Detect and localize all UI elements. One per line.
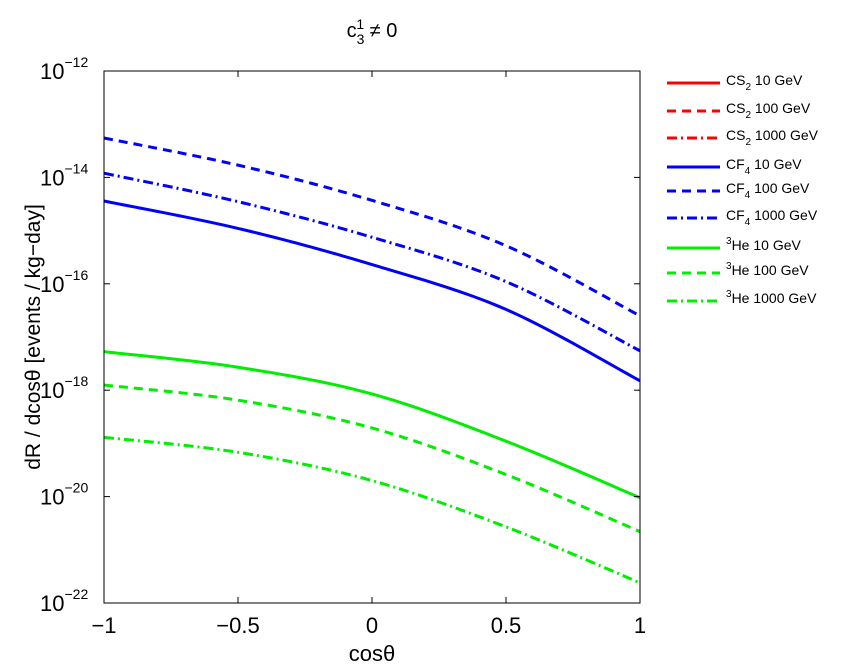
y-tick-label: 10−20	[40, 480, 88, 510]
series-line-4	[103, 199, 641, 383]
y-axis-label: dR / dcosθ [events / kg−day]	[22, 204, 45, 470]
y-tick-label: 10−14	[40, 160, 88, 190]
plot-lines	[103, 136, 641, 585]
title-subscript: 3	[357, 31, 365, 47]
legend-item: CF4 1000 GeV	[667, 207, 818, 228]
y-axis-tick-labels: 10−12 10−14 10−16 10−18 10−20 10−22	[40, 54, 88, 616]
series-line-9	[103, 435, 641, 585]
legend-label: CF4 1000 GeV	[726, 207, 818, 228]
y-tick-label: 10−16	[40, 267, 88, 297]
title-base: c	[347, 20, 357, 42]
legend-item: 3He 1000 GeV	[667, 289, 817, 306]
legend-label: CF4 100 GeV	[726, 180, 810, 201]
legend-label: CS2 10 GeV	[726, 72, 803, 93]
legend-item: CS2 100 GeV	[667, 100, 811, 121]
y-tick-label: 10−18	[40, 373, 88, 403]
legend-label: 3He 10 GeV	[726, 236, 801, 253]
series-line-5	[103, 136, 641, 318]
legend-item: 3He 10 GeV	[667, 236, 801, 253]
legend-item: CS2 10 GeV	[667, 72, 803, 93]
x-tick-label: 0.5	[491, 613, 522, 638]
x-tick-label: 1	[634, 613, 646, 638]
legend-label: 3He 1000 GeV	[726, 289, 817, 306]
title-superscript: 1	[356, 16, 364, 32]
legend-item: CF4 100 GeV	[667, 180, 810, 201]
legend-label: CS2 100 GeV	[726, 100, 811, 121]
y-tick-label: 10−22	[40, 586, 88, 616]
chart-title: c31 ≠ 0	[347, 16, 398, 47]
legend-label: CF4 10 GeV	[726, 156, 802, 177]
title-suffix: ≠ 0	[364, 20, 397, 42]
series-line-8	[103, 383, 641, 533]
legend-label: 3He 100 GeV	[726, 261, 809, 278]
y-tick-label: 10−12	[40, 54, 88, 84]
x-axis-tick-labels: −1 −0.5 0 0.5 1	[91, 613, 646, 638]
legend: CS2 10 GeV CS2 100 GeV CS2 1000 GeV CF4 10 …	[667, 72, 819, 306]
series-line-7	[103, 350, 641, 500]
x-tick-label: 0	[366, 613, 378, 638]
legend-item: CS2 1000 GeV	[667, 127, 819, 148]
x-tick-label: −1	[91, 613, 116, 638]
legend-label: CS2 1000 GeV	[726, 127, 819, 148]
x-tick-label: −0.5	[216, 613, 259, 638]
series-line-6	[103, 171, 641, 353]
x-axis-label: cosθ	[349, 641, 395, 666]
legend-item: CF4 10 GeV	[667, 156, 802, 177]
axis-ticks	[103, 70, 641, 604]
legend-item: 3He 100 GeV	[667, 261, 809, 278]
